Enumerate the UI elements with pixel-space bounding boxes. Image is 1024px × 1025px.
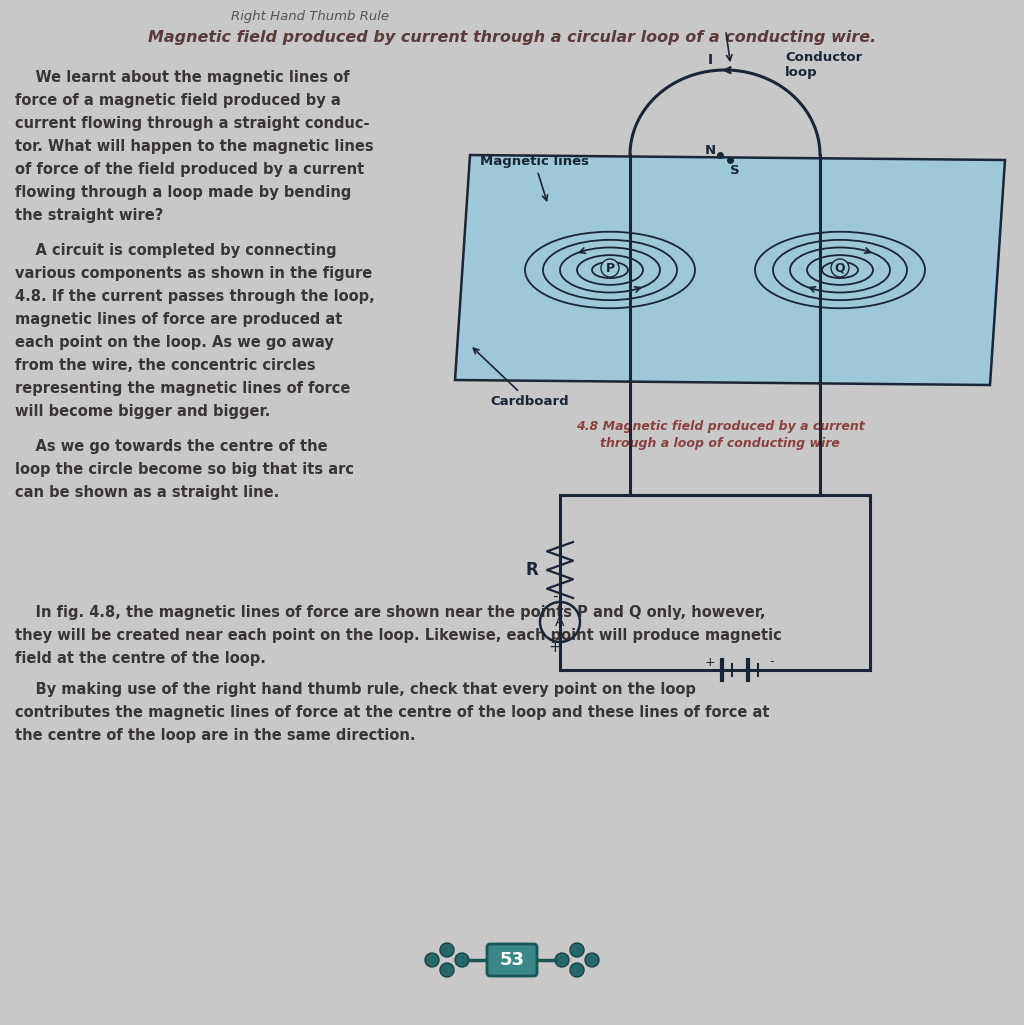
Circle shape bbox=[455, 953, 469, 967]
Text: N: N bbox=[705, 144, 716, 157]
Text: the straight wire?: the straight wire? bbox=[15, 208, 164, 223]
Text: can be shown as a straight line.: can be shown as a straight line. bbox=[15, 485, 280, 500]
Text: loop the circle become so big that its arc: loop the circle become so big that its a… bbox=[15, 462, 354, 477]
Text: A circuit is completed by connecting: A circuit is completed by connecting bbox=[15, 243, 337, 258]
Text: -: - bbox=[552, 588, 558, 604]
Text: 4.8. If the current passes through the loop,: 4.8. If the current passes through the l… bbox=[15, 289, 375, 304]
Text: -: - bbox=[770, 656, 774, 668]
Circle shape bbox=[425, 953, 439, 967]
Text: contributes the magnetic lines of force at the centre of the loop and these line: contributes the magnetic lines of force … bbox=[15, 705, 769, 720]
Text: In fig. 4.8, the magnetic lines of force are shown near the points P and Q only,: In fig. 4.8, the magnetic lines of force… bbox=[15, 605, 766, 620]
Circle shape bbox=[440, 943, 454, 957]
Text: A: A bbox=[555, 615, 565, 629]
Text: I: I bbox=[708, 53, 713, 67]
Text: By making use of the right hand thumb rule, check that every point on the loop: By making use of the right hand thumb ru… bbox=[15, 682, 696, 697]
Text: +: + bbox=[705, 656, 716, 668]
Circle shape bbox=[440, 964, 454, 977]
FancyBboxPatch shape bbox=[487, 944, 537, 976]
Text: current flowing through a straight conduc-: current flowing through a straight condu… bbox=[15, 116, 370, 131]
Text: they will be created near each point on the loop. Likewise, each point will prod: they will be created near each point on … bbox=[15, 628, 781, 643]
Text: magnetic lines of force are produced at: magnetic lines of force are produced at bbox=[15, 312, 342, 327]
Text: R: R bbox=[525, 561, 539, 579]
Text: the centre of the loop are in the same direction.: the centre of the loop are in the same d… bbox=[15, 728, 416, 743]
Text: tor. What will happen to the magnetic lines: tor. What will happen to the magnetic li… bbox=[15, 139, 374, 154]
Text: Magnetic lines: Magnetic lines bbox=[480, 155, 589, 201]
Text: 53: 53 bbox=[500, 951, 524, 969]
Text: Cardboard: Cardboard bbox=[473, 348, 568, 408]
Text: flowing through a loop made by bending: flowing through a loop made by bending bbox=[15, 184, 351, 200]
Text: 4.8 Magnetic field produced by a current: 4.8 Magnetic field produced by a current bbox=[575, 420, 864, 433]
Circle shape bbox=[570, 943, 584, 957]
Text: +: + bbox=[549, 641, 561, 656]
Circle shape bbox=[585, 953, 599, 967]
Text: from the wire, the concentric circles: from the wire, the concentric circles bbox=[15, 358, 315, 373]
Text: P: P bbox=[605, 261, 614, 275]
Text: Magnetic field produced by current through a circular loop of a conducting wire.: Magnetic field produced by current throu… bbox=[147, 30, 877, 45]
Text: Q: Q bbox=[835, 261, 846, 275]
Polygon shape bbox=[455, 155, 1005, 385]
Text: Conductor
loop: Conductor loop bbox=[785, 51, 862, 79]
Text: various components as shown in the figure: various components as shown in the figur… bbox=[15, 266, 373, 281]
Text: of force of the field produced by a current: of force of the field produced by a curr… bbox=[15, 162, 365, 177]
Text: As we go towards the centre of the: As we go towards the centre of the bbox=[15, 439, 328, 454]
Text: will become bigger and bigger.: will become bigger and bigger. bbox=[15, 404, 270, 419]
Text: We learnt about the magnetic lines of: We learnt about the magnetic lines of bbox=[15, 70, 349, 85]
Text: S: S bbox=[730, 164, 739, 176]
Circle shape bbox=[570, 964, 584, 977]
Text: field at the centre of the loop.: field at the centre of the loop. bbox=[15, 651, 266, 666]
Text: through a loop of conducting wire: through a loop of conducting wire bbox=[600, 437, 840, 450]
Text: Right Hand Thumb Rule: Right Hand Thumb Rule bbox=[231, 10, 389, 23]
Circle shape bbox=[555, 953, 569, 967]
Text: force of a magnetic field produced by a: force of a magnetic field produced by a bbox=[15, 93, 341, 108]
Text: each point on the loop. As we go away: each point on the loop. As we go away bbox=[15, 335, 334, 350]
Text: representing the magnetic lines of force: representing the magnetic lines of force bbox=[15, 381, 350, 396]
